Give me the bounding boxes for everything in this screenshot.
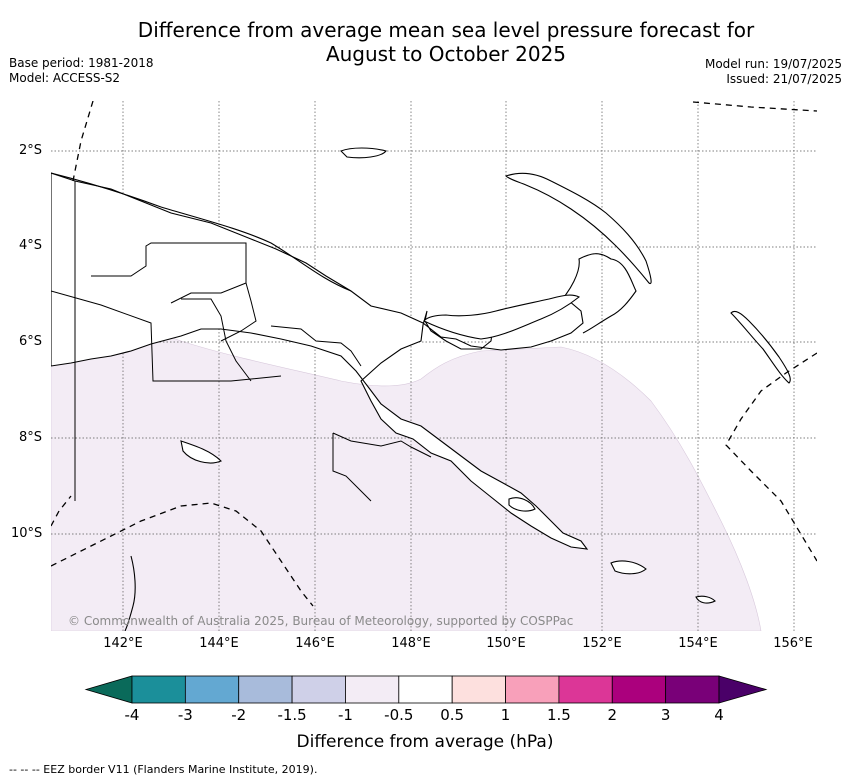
lon-label-150: 150°E bbox=[486, 636, 526, 651]
province-border-3 bbox=[181, 298, 252, 382]
louisiade-islands bbox=[610, 560, 647, 575]
lon-label-142: 142°E bbox=[103, 636, 143, 651]
colorbar-segment-1 bbox=[184, 675, 240, 704]
colorbar-under-arrow bbox=[84, 675, 133, 704]
torres-islands bbox=[180, 440, 222, 464]
colorbar-segment-2 bbox=[238, 675, 293, 704]
colorbar-segment-6 bbox=[451, 675, 506, 704]
eez-border-northeast bbox=[692, 101, 817, 112]
new-britain-island bbox=[423, 294, 581, 340]
issued-date: Issued: 21/07/2025 bbox=[726, 72, 842, 86]
new-ireland-island bbox=[504, 172, 652, 285]
lon-label-148: 148°E bbox=[391, 636, 431, 651]
lat-label-10s: 10°S bbox=[11, 526, 43, 541]
eez-border-north bbox=[72, 101, 94, 182]
eez-border-west bbox=[51, 495, 72, 527]
colorbar-segment-4 bbox=[345, 675, 400, 704]
colorbar-title: Difference from average (hPa) bbox=[296, 732, 554, 752]
lon-label-144: 144°E bbox=[199, 636, 239, 651]
lon-label-146: 146°E bbox=[295, 636, 335, 651]
meta-right: Model run: 19/07/2025 Issued: 21/07/2025 bbox=[705, 57, 842, 87]
copyright-notice: © Commonwealth of Australia 2025, Bureau… bbox=[68, 614, 574, 628]
model-run: Model run: 19/07/2025 bbox=[704, 57, 842, 71]
lat-label-4s: 4°S bbox=[19, 238, 43, 253]
eez-border-east bbox=[725, 352, 817, 562]
colorbar-tick-4: -1 bbox=[337, 706, 353, 724]
lon-label-156: 156°E bbox=[773, 636, 813, 651]
colorbar-tick-9: 2 bbox=[607, 706, 618, 724]
province-border-2 bbox=[51, 290, 282, 382]
eez-footnote: -- -- -- EEZ border V11 (Flanders Marine… bbox=[9, 763, 318, 776]
colorbar-segment-8 bbox=[558, 675, 613, 704]
manus-island bbox=[340, 147, 387, 159]
province-border-4 bbox=[220, 282, 257, 342]
dentrecasteaux-islands bbox=[508, 497, 536, 512]
model-name: Model: ACCESS-S2 bbox=[9, 71, 121, 85]
lon-label-152: 152°E bbox=[582, 636, 622, 651]
anomaly-shaded-region bbox=[51, 304, 762, 631]
base-period: Base period: 1981-2018 bbox=[9, 56, 154, 70]
lat-label-2s: 2°S bbox=[19, 143, 43, 158]
colorbar-tick-6: 0.5 bbox=[440, 706, 465, 724]
colorbar-tick-7: 1 bbox=[500, 706, 511, 724]
colorbar-tick-8: 1.5 bbox=[546, 706, 571, 724]
province-border-7 bbox=[332, 433, 372, 502]
bougainville-island bbox=[730, 310, 791, 384]
colorbar-segment-5 bbox=[398, 675, 453, 704]
colorbar-segment-0 bbox=[131, 675, 186, 704]
meta-left: Base period: 1981-2018 Model: ACCESS-S2 bbox=[9, 56, 154, 86]
lat-label-8s: 8°S bbox=[19, 430, 43, 445]
colorbar-tick-10: 3 bbox=[660, 706, 671, 724]
forecast-map bbox=[51, 101, 817, 631]
colorbar-tick-0: -4 bbox=[124, 706, 140, 724]
chart-title: Difference from average mean sea level p… bbox=[0, 18, 850, 66]
colorbar-segment-10 bbox=[665, 675, 720, 704]
colorbar-tick-2: -2 bbox=[231, 706, 247, 724]
title-line-2: August to October 2025 bbox=[325, 42, 567, 66]
north-coast-strip bbox=[51, 172, 352, 292]
colorbar-tick-11: 4 bbox=[714, 706, 724, 724]
colorbar-tick-1: -3 bbox=[177, 706, 193, 724]
lon-label-154: 154°E bbox=[678, 636, 718, 651]
rossel-island bbox=[695, 595, 716, 604]
colorbar bbox=[84, 675, 768, 704]
colorbar-tick-5: -0.5 bbox=[384, 706, 414, 724]
colorbar-segment-7 bbox=[505, 675, 560, 704]
province-border-6 bbox=[332, 432, 432, 458]
title-line-1: Difference from average mean sea level p… bbox=[137, 18, 755, 42]
huon-peninsula bbox=[555, 253, 637, 334]
colorbar-segment-3 bbox=[291, 675, 346, 704]
cape-york bbox=[124, 555, 136, 631]
colorbar-over-arrow bbox=[718, 675, 768, 704]
colorbar-tick-3: -1.5 bbox=[277, 706, 307, 724]
colorbar-segment-9 bbox=[611, 675, 667, 704]
lat-label-6s: 6°S bbox=[19, 334, 43, 349]
new-guinea-coastline bbox=[51, 172, 589, 550]
province-border-1 bbox=[91, 242, 247, 304]
province-border-5 bbox=[270, 325, 362, 367]
